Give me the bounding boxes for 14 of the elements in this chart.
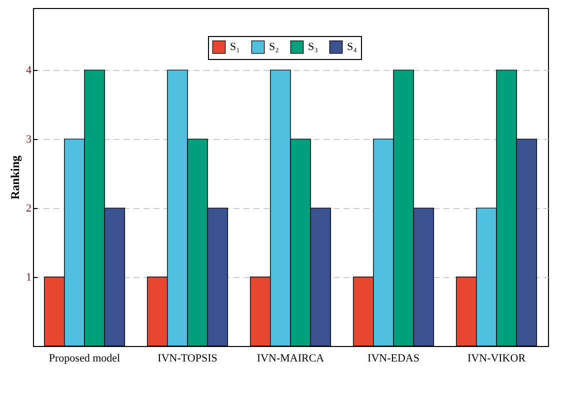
y-tick-label: 1 xyxy=(26,272,32,284)
x-tick-label: IVN-EDAS xyxy=(368,352,420,364)
x-tick-label: IVN-TOPSIS xyxy=(158,352,218,364)
x-tick-label: IVN-VIKOR xyxy=(467,352,526,364)
legend-label: S₂ xyxy=(269,41,280,54)
x-tick-label: Proposed model xyxy=(48,352,120,364)
y-axis-title: Ranking xyxy=(8,155,22,200)
legend-label: S₄ xyxy=(347,41,358,54)
y-tick-label: 4 xyxy=(26,64,32,77)
legend-label: S₃ xyxy=(308,41,318,54)
x-tick-label: IVN-MAIRCA xyxy=(256,352,324,364)
legend-label: S₁ xyxy=(230,41,240,54)
y-tick-label: 3 xyxy=(26,134,32,146)
y-tick-label: 2 xyxy=(26,202,32,215)
